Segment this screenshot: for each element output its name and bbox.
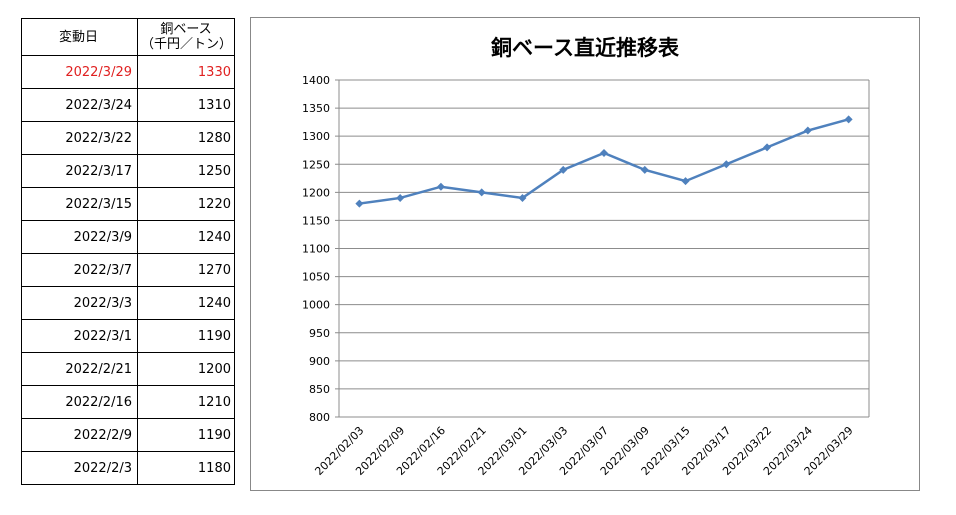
chart-title: 銅ベース直近推移表 [491,36,680,60]
y-tick-label: 900 [309,355,330,368]
header-copper-base-label: 銅ベース [160,22,212,37]
value-cell: 1240 [137,220,235,254]
date-cell: 2022/3/29 [21,55,138,89]
y-tick-label: 1300 [302,130,330,143]
value-cell: 1270 [137,253,235,287]
value-cell: 1310 [137,88,235,122]
table-row: 2022/2/16 1210 [21,385,235,419]
data-point-marker [722,160,731,169]
value-cell: 1210 [137,385,235,419]
date-cell: 2022/3/22 [21,121,138,155]
data-point-marker [803,126,812,135]
table-row: 2022/3/7 1270 [21,253,235,287]
grid-lines [335,79,870,418]
value-cell: 1330 [137,55,235,89]
line-chart: 銅ベース直近推移表 800 850 900 950 1000 1050 1100 1150 12… [302,36,870,478]
price-table: 変動日 銅ベース （千円／トン） 2022/3/29 1330 2022/3/24 1… [21,18,235,485]
date-cell: 2022/2/21 [21,352,138,386]
date-cell: 2022/3/1 [21,319,138,353]
table-row: 2022/3/29 1330 [21,55,235,89]
y-tick-label: 1000 [302,299,330,312]
data-point-marker [559,165,568,174]
data-point-marker [436,182,445,191]
y-tick-label: 800 [309,411,330,424]
value-cell: 1190 [137,319,235,353]
data-point-marker [640,165,649,174]
value-cell: 1190 [137,418,235,452]
header-unit-label: （千円／トン） [141,37,233,52]
value-cell: 1180 [137,451,235,485]
data-point-marker [763,143,772,152]
table-row: 2022/3/15 1220 [21,187,235,221]
header-date: 変動日 [21,18,138,56]
table-row: 2022/3/17 1250 [21,154,235,188]
value-cell: 1240 [137,286,235,320]
y-tick-label: 850 [309,383,330,396]
data-point-marker [844,115,853,124]
date-cell: 2022/3/9 [21,220,138,254]
date-cell: 2022/2/16 [21,385,138,419]
table-row: 2022/2/21 1200 [21,352,235,386]
date-cell: 2022/3/24 [21,88,138,122]
y-tick-label: 950 [309,327,330,340]
value-cell: 1220 [137,187,235,221]
chart-area: 銅ベース直近推移表 800 850 900 950 1000 1050 1100 1150 12… [250,17,920,491]
value-cell: 1280 [137,121,235,155]
table-row: 2022/3/3 1240 [21,286,235,320]
data-point-marker [477,188,486,197]
table-row: 2022/2/9 1190 [21,418,235,452]
table-row: 2022/3/9 1240 [21,220,235,254]
y-axis-ticks: 800 850 900 950 1000 1050 1100 1150 1200 1250 1300… [302,74,330,424]
header-copper-base: 銅ベース （千円／トン） [137,18,235,56]
table-row: 2022/3/22 1280 [21,121,235,155]
data-point-marker [600,149,608,158]
table-body: 2022/3/29 1330 2022/3/24 1310 2022/3/22 1280 2… [21,55,235,485]
y-tick-label: 1050 [302,271,330,284]
date-cell: 2022/2/3 [21,451,138,485]
date-cell: 2022/3/15 [21,187,138,221]
y-tick-label: 1100 [302,243,330,256]
y-tick-label: 1250 [302,158,330,171]
series-line [359,118,849,205]
y-tick-label: 1150 [302,214,330,227]
date-cell: 2022/3/3 [21,286,138,320]
series-layer [355,115,853,208]
value-cell: 1250 [137,154,235,188]
data-point-marker [355,199,364,208]
date-cell: 2022/3/17 [21,154,138,188]
x-axis-ticks: 2022/02/032022/02/092022/02/162022/02/21… [312,424,855,478]
y-tick-label: 1350 [302,102,330,115]
data-point-marker [396,193,405,202]
table-row: 2022/3/1 1190 [21,319,235,353]
date-cell: 2022/2/9 [21,418,138,452]
value-cell: 1200 [137,352,235,386]
table-row: 2022/2/3 1180 [21,451,235,485]
y-tick-label: 1400 [302,74,330,87]
date-cell: 2022/3/7 [21,253,138,287]
table-row: 2022/3/24 1310 [21,88,235,122]
y-tick-label: 1200 [302,186,330,199]
data-point-marker [681,177,690,186]
table-header-row: 変動日 銅ベース （千円／トン） [21,18,235,56]
data-point-marker [518,193,527,202]
